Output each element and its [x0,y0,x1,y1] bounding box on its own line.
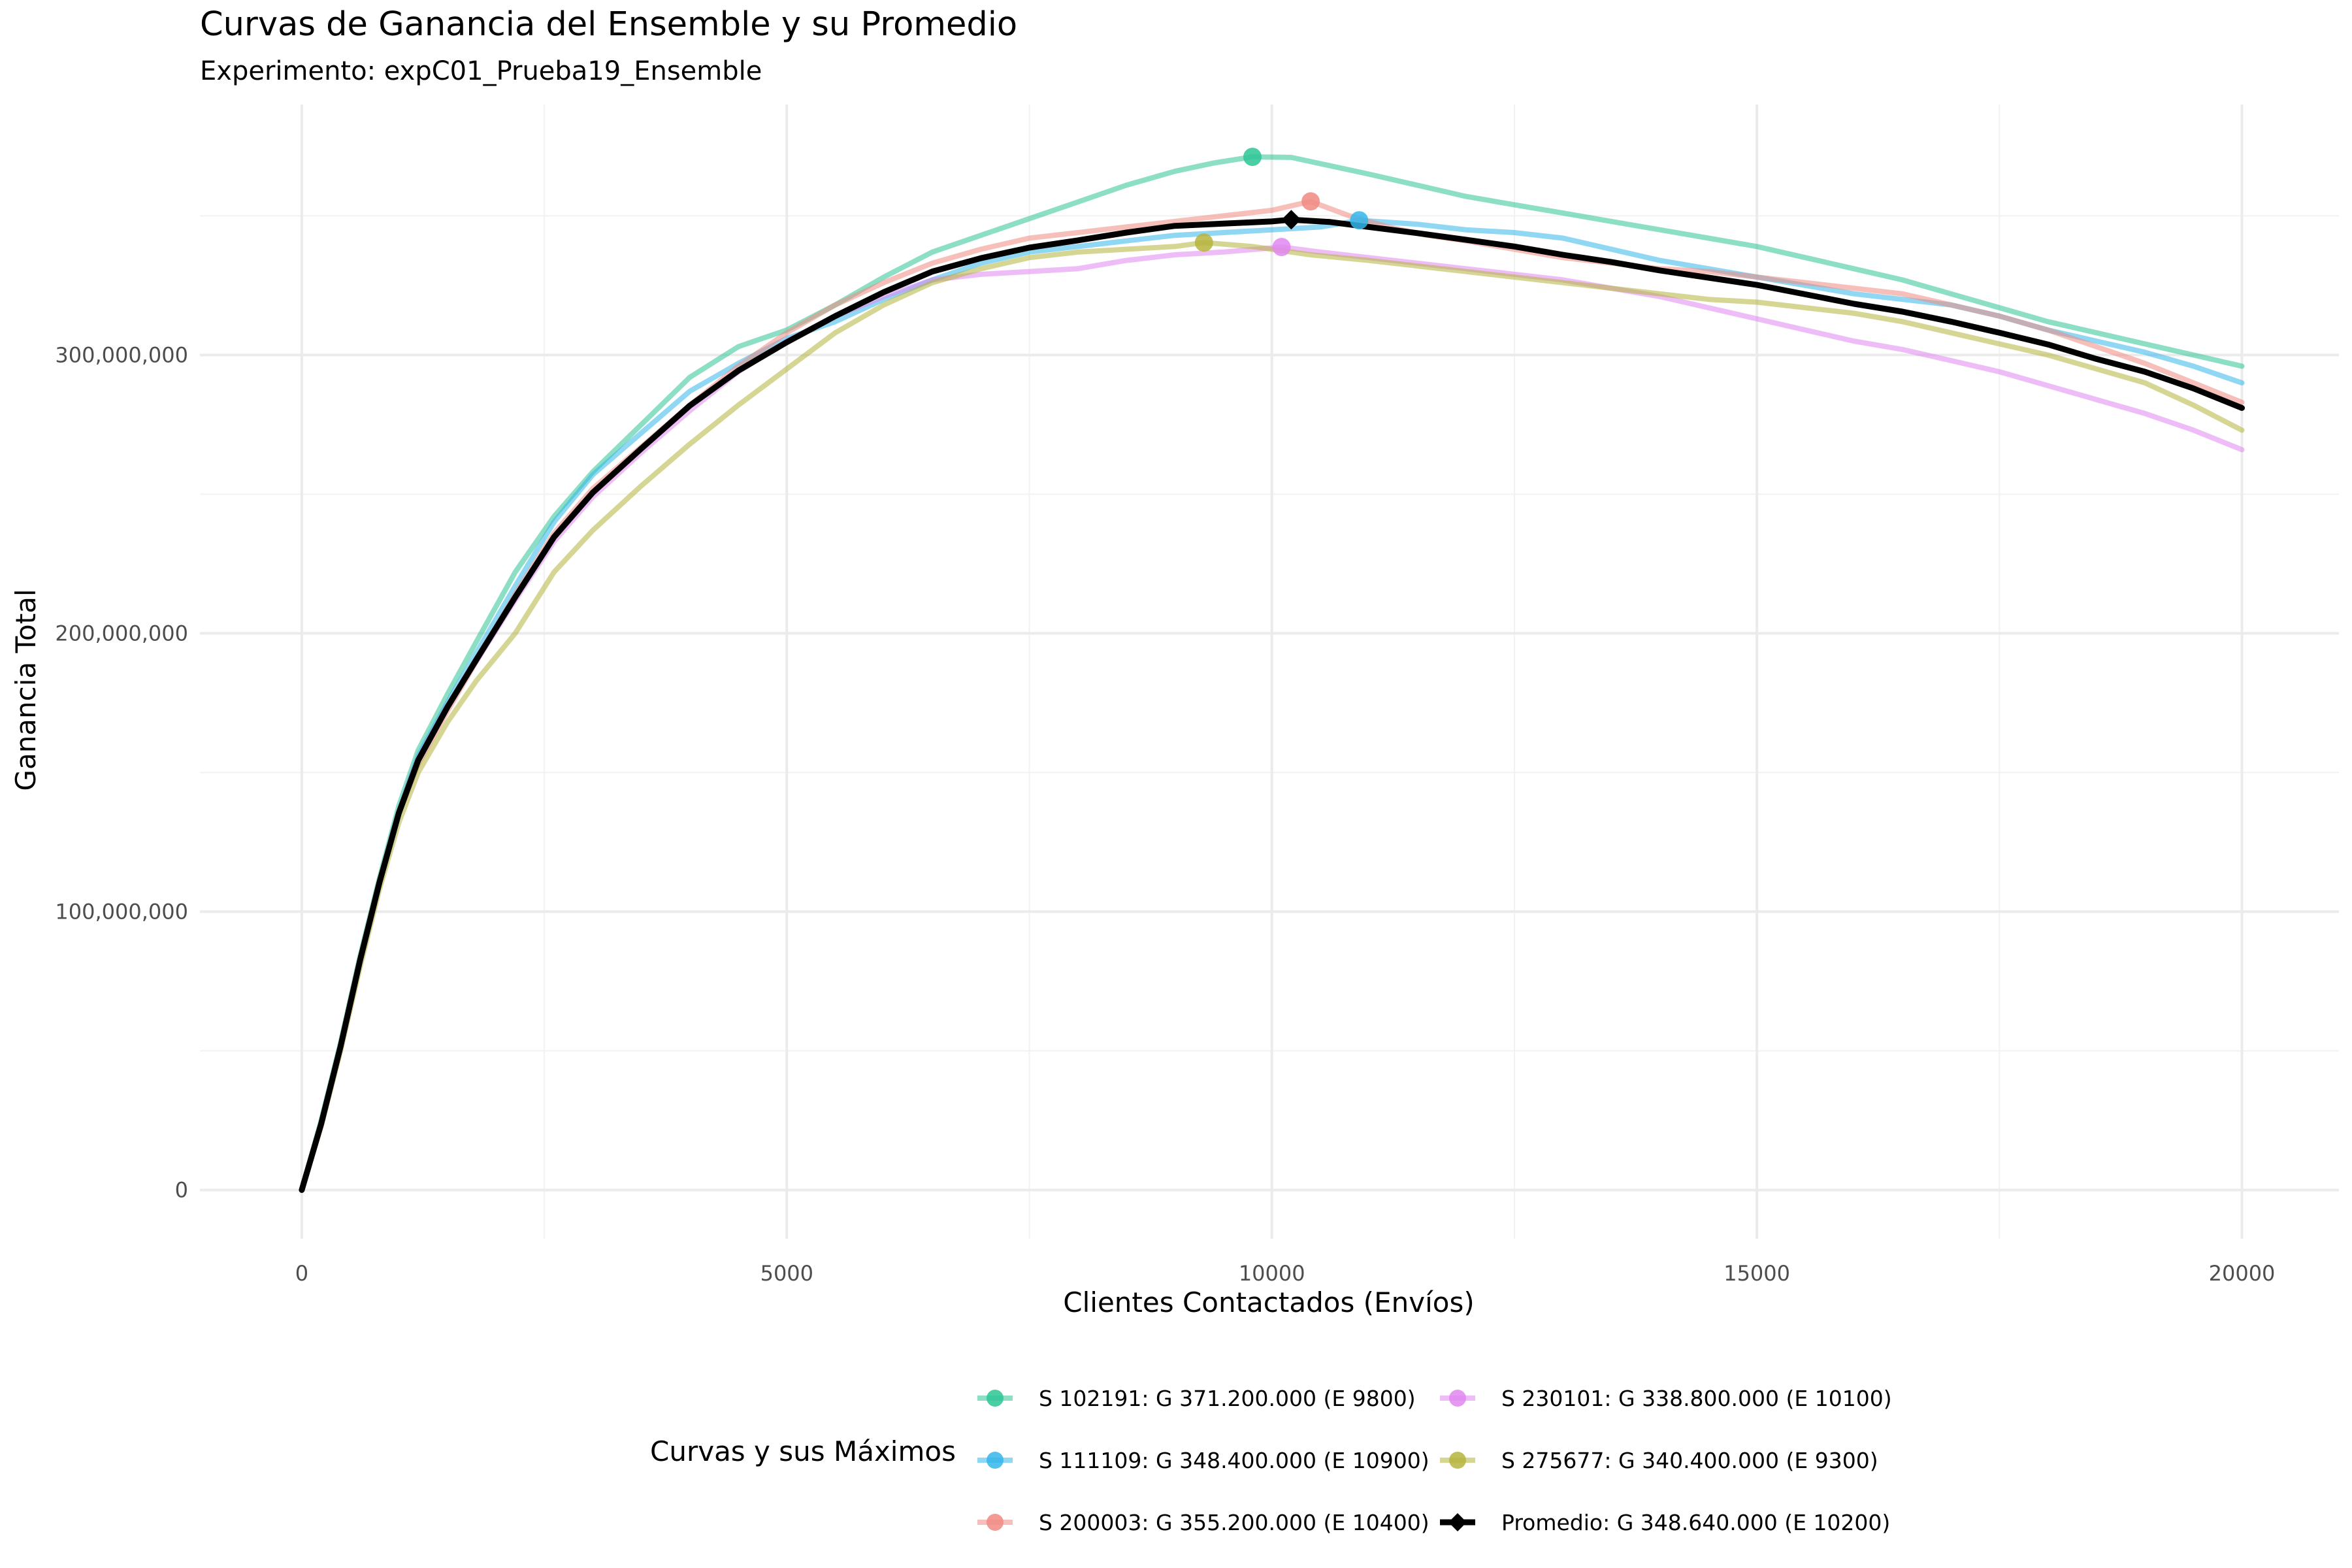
y-axis-title: Ganancia Total [10,589,42,791]
series-line-s-102191 [299,154,2245,1193]
x-tick-label: 0 [295,1261,308,1286]
legend-label: S 111109: G 348.400.000 (E 10900) [1039,1448,1429,1473]
legend-label: S 275677: G 340.400.000 (E 9300) [1501,1448,1878,1473]
legend-item: S 102191: G 371.200.000 (E 9800) [977,1386,1416,1411]
grid [200,105,2339,1239]
legend-key-marker [987,1514,1004,1531]
legend-key-marker [1449,1390,1466,1407]
max-markers [1194,148,1369,257]
chart-title: Curvas de Ganancia del Ensemble y su Pro… [200,5,1018,44]
legend-label: S 200003: G 355.200.000 (E 10400) [1039,1510,1429,1535]
legend-item: S 111109: G 348.400.000 (E 10900) [977,1448,1429,1473]
max-marker-s-200003 [1301,192,1320,211]
legend: Curvas y sus Máximos S 102191: G 371.200… [650,1386,1892,1535]
max-marker-s-275677 [1194,233,1213,252]
legend-key-marker [987,1390,1004,1407]
x-tick-label: 20000 [2209,1261,2276,1286]
legend-item: S 230101: G 338.800.000 (E 10100) [1440,1386,1892,1411]
series-line-s-275677 [299,240,2245,1193]
legend-key-marker [1449,1452,1466,1469]
legend-item: S 200003: G 355.200.000 (E 10400) [977,1510,1429,1535]
legend-key-marker [987,1452,1004,1469]
max-marker-s-111109 [1350,211,1369,230]
y-tick-label: 300,000,000 [55,342,188,367]
y-tick-label: 0 [175,1177,188,1202]
x-tick-label: 5000 [760,1261,813,1286]
legend-label: S 102191: G 371.200.000 (E 9800) [1039,1386,1416,1411]
x-tick-label: 10000 [1239,1261,1305,1286]
legend-key-marker [1448,1513,1467,1531]
max-marker-s-102191 [1243,148,1262,167]
max-marker-s-230101 [1272,238,1291,257]
legend-item: S 275677: G 340.400.000 (E 9300) [1440,1448,1878,1473]
series [299,154,2245,1193]
chart-subtitle: Experimento: expC01_Prueba19_Ensemble [200,56,762,86]
legend-item: Promedio: G 348.640.000 (E 10200) [1440,1510,1890,1535]
legend-title: Curvas y sus Máximos [650,1435,956,1467]
max-marker-promedio [1281,210,1301,230]
x-tick-label: 15000 [1723,1261,1790,1286]
axis-ticks: 0 5000 10000 15000 20000 0 100,000,000 200,000,… [55,342,2275,1286]
y-tick-label: 100,000,000 [55,899,188,924]
legend-label: Promedio: G 348.640.000 (E 10200) [1501,1510,1890,1535]
legend-label: S 230101: G 338.800.000 (E 10100) [1501,1386,1892,1411]
series-line-promedio [299,216,2245,1193]
y-tick-label: 200,000,000 [55,621,188,645]
x-axis-title: Clientes Contactados (Envíos) [1063,1286,1474,1318]
